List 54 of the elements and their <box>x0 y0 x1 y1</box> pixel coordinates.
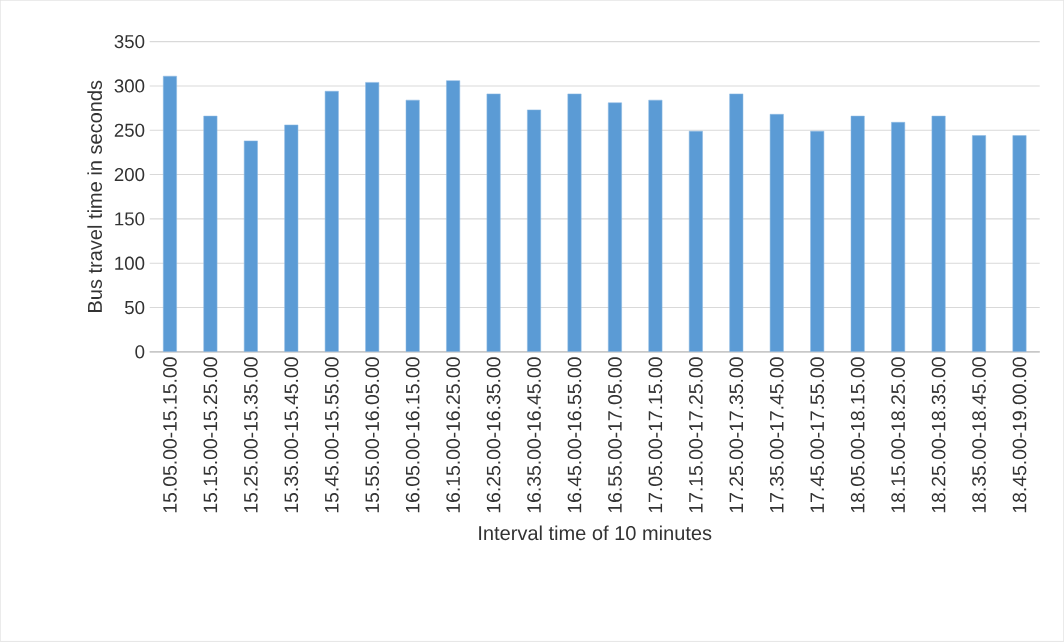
x-tick-label: 15.05.00-15.15.00 <box>163 357 177 513</box>
bar <box>567 93 582 353</box>
x-tick-label: 16.55.00-17.05.00 <box>608 357 622 513</box>
x-tick-label: 18.35.00-18.45.00 <box>972 357 986 513</box>
x-tick-label: 17.25.00-17.35.00 <box>729 357 744 513</box>
y-tick-label: 250 <box>114 123 145 138</box>
x-tick-label: 16.25.00-16.35.00 <box>486 357 501 513</box>
bar <box>203 115 218 353</box>
bar <box>608 102 622 353</box>
y-tick-label: 150 <box>115 212 145 226</box>
x-tick-label: 18.45.00-19.00.00 <box>1012 357 1027 513</box>
y-axis-title: Bus travel time in seconds <box>87 80 102 313</box>
bar <box>243 140 258 353</box>
y-tick-label: 0 <box>135 345 145 359</box>
bar <box>810 131 825 353</box>
bar <box>850 115 865 353</box>
bar <box>284 124 299 353</box>
x-tick-label: 16.45.00-16.55.00 <box>567 357 582 513</box>
x-tick-label: 16.15.00-16.25.00 <box>446 357 460 513</box>
y-tick-label: 350 <box>114 35 145 49</box>
bar <box>648 100 663 353</box>
x-tick-label: 16.05.00-16.15.00 <box>405 357 420 513</box>
bar <box>688 131 703 353</box>
x-tick-label: 15.45.00-15.55.00 <box>324 357 339 513</box>
bar <box>324 91 339 353</box>
bar <box>486 93 501 353</box>
x-tick-label: 18.25.00-18.35.00 <box>931 357 946 513</box>
y-tick-label: 50 <box>124 301 145 315</box>
x-tick-label: 17.45.00-17.55.00 <box>810 357 825 513</box>
y-tick-label: 200 <box>114 168 145 182</box>
x-tick-label: 16.35.00-16.45.00 <box>527 357 541 513</box>
x-tick-label: 17.15.00-17.25.00 <box>689 357 703 513</box>
x-axis-title: Interval time of 10 minutes <box>479 525 712 541</box>
x-tick-label: 15.15.00-15.25.00 <box>203 357 218 513</box>
bar <box>163 76 177 353</box>
x-tick-label: 15.55.00-16.05.00 <box>365 357 380 513</box>
y-tick-label: 100 <box>115 256 145 270</box>
bar <box>405 100 420 353</box>
y-tick-label: 300 <box>114 79 145 93</box>
bar <box>769 114 784 353</box>
bar <box>729 93 744 353</box>
bar <box>365 82 380 353</box>
bar <box>527 109 541 353</box>
x-tick-label: 17.35.00-17.45.00 <box>769 357 784 513</box>
bar <box>1012 135 1027 353</box>
bar <box>891 122 906 353</box>
x-tick-label: 15.35.00-15.45.00 <box>284 357 299 513</box>
x-tick-label: 15.25.00-15.35.00 <box>244 357 258 513</box>
bar <box>446 80 461 353</box>
bar <box>972 135 986 353</box>
x-tick-label: 18.05.00-18.15.00 <box>850 357 865 513</box>
x-tick-label: 17.05.00-17.15.00 <box>648 357 663 513</box>
x-tick-label: 18.15.00-18.25.00 <box>891 357 905 513</box>
bar <box>931 115 946 353</box>
